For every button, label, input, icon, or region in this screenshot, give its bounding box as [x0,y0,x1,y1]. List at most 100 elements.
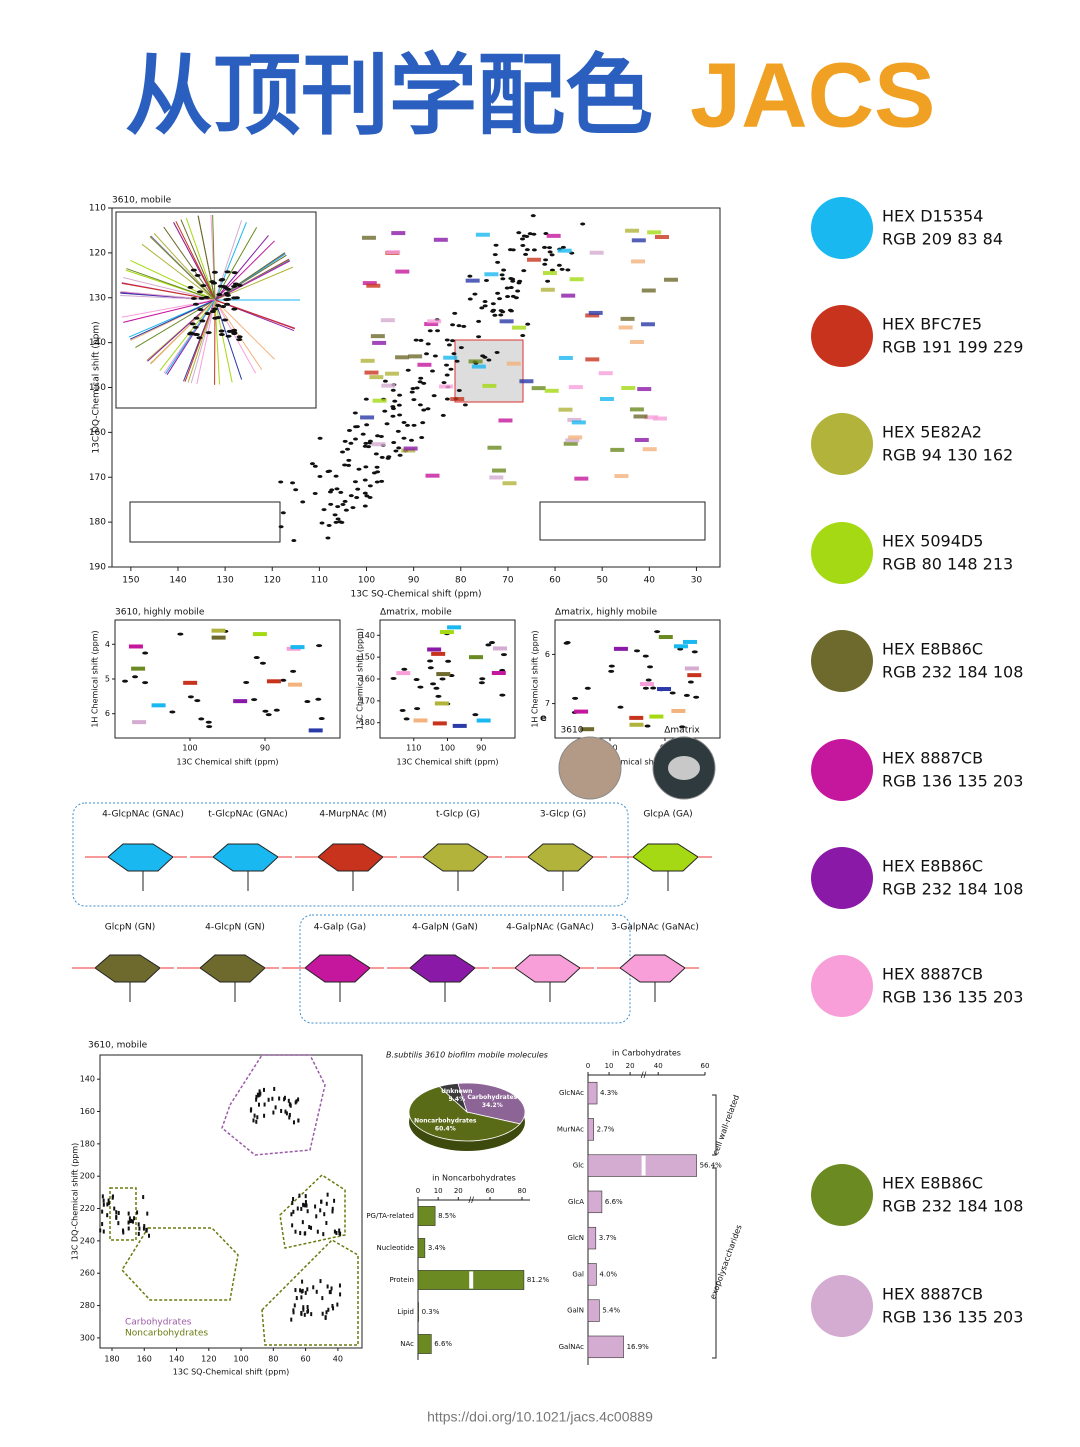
peak [509,309,514,312]
peak [195,274,201,277]
peak [221,285,227,288]
peak [290,481,295,484]
peak [279,525,284,528]
peak [142,681,148,684]
peak [501,269,506,272]
frame [380,620,515,738]
sugar-ring [410,955,475,982]
peak [654,630,660,633]
peak-label [439,385,453,389]
x-tick-label: 10 [605,1062,614,1070]
peak [169,710,175,713]
peak [692,650,698,653]
peak [206,725,212,728]
peak [190,322,196,325]
peak [219,278,225,281]
peak [340,503,345,506]
peak [231,296,237,299]
peak [300,500,305,503]
peak-label [507,362,521,366]
peak [391,389,396,392]
peak-label [632,238,646,242]
peak [308,1225,310,1229]
peak [225,288,231,291]
sugar-name: GlcpN (GN) [105,923,155,933]
peak [254,1114,256,1118]
peak [375,466,380,469]
peak [390,415,395,418]
peak [188,286,194,289]
peak [419,339,424,342]
peak [440,677,446,680]
peak [447,343,452,346]
peak [112,1196,114,1200]
peak [550,253,555,256]
peak [411,398,416,401]
bar [418,1206,435,1225]
peak-label [427,319,441,323]
peak-label [640,682,654,686]
peak-label [443,356,457,360]
peak-label [614,474,628,478]
swatch-hex: HEX 8887CB [882,965,983,984]
peak [146,1212,148,1216]
peak [448,368,453,371]
peak [375,480,380,483]
peak-label [572,420,586,424]
peak [564,642,570,645]
peak [501,653,507,656]
peak [231,329,237,332]
bar-break [642,1156,646,1176]
peak [300,1295,302,1299]
peak-label [629,723,643,727]
y-tick-label: 190 [89,563,106,573]
peak [547,246,552,249]
x-tick-label: 20 [454,1187,463,1195]
peak [617,706,623,709]
peak [271,1097,273,1101]
peak [363,492,368,495]
swatch-rgb: RGB 80 148 213 [882,555,1013,574]
peak [543,258,548,261]
peak [294,1303,296,1307]
peak [396,430,401,433]
peak-label [503,481,517,485]
peak [328,490,333,493]
swatch [811,522,873,584]
sugar-name: t-Glcp (G) [436,810,480,820]
peak [428,329,433,332]
peak [646,679,652,682]
peak [231,332,237,335]
peak [322,1312,324,1316]
panel-title: 3610, mobile [112,196,172,206]
peak [329,1290,331,1294]
peak [291,1223,293,1227]
swatch [811,1275,873,1337]
peak [392,400,397,403]
peak [531,214,536,217]
peak-label [558,408,572,412]
peak [346,459,351,462]
x-tick-label: 70 [502,576,514,586]
value-label: 3.7% [599,1234,617,1242]
peak-label [371,442,385,446]
value-label: 16.9% [627,1343,650,1351]
value-label: 4.3% [600,1089,618,1097]
peak [451,352,456,355]
swatch [811,1164,873,1226]
x-axis-label: 13C SQ-Chemical shift (ppm) [173,1368,289,1377]
peak [103,1199,105,1203]
peak [325,536,330,539]
peak [296,1296,298,1300]
peak-label [476,233,490,237]
peak-label [381,384,395,388]
peak-label [655,235,669,239]
peak [334,1230,336,1234]
y-tick-label: 130 [89,293,106,303]
inset [130,502,280,542]
peak [520,244,525,247]
bar [588,1264,596,1286]
peak [414,707,420,710]
y-tick-label: 160 [80,1107,95,1116]
peak [108,1199,110,1203]
